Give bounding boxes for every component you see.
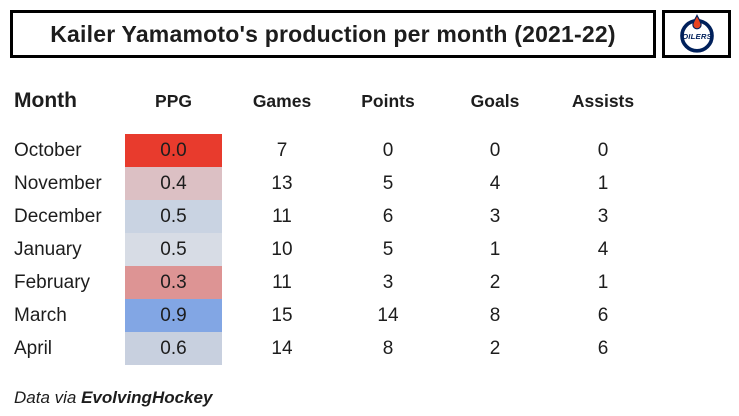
table-row: March 0.9 15 14 8 6 [0, 299, 650, 332]
month-cell: December [14, 205, 102, 227]
column-header-ppg: PPG [155, 90, 192, 111]
table-row: February 0.3 11 3 2 1 [0, 266, 650, 299]
ppg-heat-cell: 0.5 [125, 233, 222, 266]
oil-drop-icon [691, 14, 702, 30]
table-body: October 0.0 7 0 0 0 November 0.4 13 5 4 … [0, 134, 650, 365]
source-prefix: Data via [14, 388, 82, 407]
points-cell: 0 [382, 139, 394, 161]
ppg-heat-cell: 0.5 [125, 200, 222, 233]
assists-cell: 1 [597, 172, 609, 194]
table-row: December 0.5 11 6 3 3 [0, 200, 650, 233]
oilers-logo-icon: OILERS [679, 14, 714, 53]
points-cell: 5 [382, 172, 394, 194]
title-banner: Kailer Yamamoto's production per month (… [10, 10, 656, 58]
ppg-heat-cell: 0.6 [125, 332, 222, 365]
table-header-row: Month PPG Games Points Goals Assists [0, 86, 650, 116]
games-cell: 7 [276, 139, 288, 161]
points-cell: 6 [382, 205, 394, 227]
assists-cell: 1 [597, 271, 609, 293]
source-note: Data via EvolvingHockey [14, 388, 212, 408]
logo-wordmark: OILERS [682, 32, 712, 41]
source-brand: EvolvingHockey [81, 388, 213, 407]
ppg-heat-cell: 0.3 [125, 266, 222, 299]
month-cell: February [14, 271, 91, 293]
month-cell: January [14, 238, 82, 260]
month-cell: October [14, 139, 82, 161]
goals-cell: 8 [489, 304, 501, 326]
page-title: Kailer Yamamoto's production per month (… [50, 20, 616, 47]
column-header-month: Month [14, 89, 77, 112]
ppg-heat-cell: 0.9 [125, 299, 222, 332]
month-cell: March [14, 304, 67, 326]
goals-cell: 2 [489, 337, 501, 359]
points-cell: 5 [382, 238, 394, 260]
goals-cell: 1 [489, 238, 501, 260]
table-row: April 0.6 14 8 2 6 [0, 332, 650, 365]
games-cell: 13 [271, 172, 293, 194]
assists-cell: 3 [597, 205, 609, 227]
table-row: October 0.0 7 0 0 0 [0, 134, 650, 167]
column-header-games: Games [252, 90, 312, 111]
column-header-points: Points [361, 90, 415, 111]
month-cell: November [14, 172, 102, 194]
games-cell: 15 [271, 304, 293, 326]
goals-cell: 2 [489, 271, 501, 293]
team-logo-box: OILERS [662, 10, 731, 58]
ppg-heat-cell: 0.4 [125, 167, 222, 200]
month-cell: April [14, 337, 53, 359]
assists-cell: 4 [597, 238, 609, 260]
games-cell: 14 [271, 337, 293, 359]
assists-cell: 0 [597, 139, 609, 161]
table-row: November 0.4 13 5 4 1 [0, 167, 650, 200]
ppg-heat-cell: 0.0 [125, 134, 222, 167]
table-row: January 0.5 10 5 1 4 [0, 233, 650, 266]
games-cell: 11 [272, 205, 292, 227]
assists-cell: 6 [597, 304, 609, 326]
goals-cell: 0 [489, 139, 501, 161]
points-cell: 3 [382, 271, 394, 293]
column-header-goals: Goals [470, 90, 520, 111]
games-cell: 11 [272, 271, 292, 293]
assists-cell: 6 [597, 337, 609, 359]
points-cell: 8 [382, 337, 394, 359]
goals-cell: 3 [489, 205, 501, 227]
column-header-assists: Assists [571, 90, 635, 111]
games-cell: 10 [271, 238, 293, 260]
goals-cell: 4 [489, 172, 501, 194]
points-cell: 14 [377, 304, 399, 326]
